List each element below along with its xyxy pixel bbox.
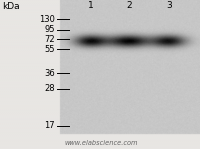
Text: 55: 55 [45, 45, 55, 54]
Text: 1: 1 [88, 1, 94, 10]
Text: 130: 130 [39, 15, 55, 24]
Text: 36: 36 [44, 69, 55, 77]
Text: kDa: kDa [2, 2, 20, 11]
Text: 17: 17 [44, 121, 55, 130]
Text: 28: 28 [44, 84, 55, 93]
Text: 72: 72 [44, 35, 55, 44]
Text: 95: 95 [45, 25, 55, 34]
Text: 3: 3 [166, 1, 172, 10]
Text: www.elabscience.com: www.elabscience.com [64, 140, 138, 146]
Bar [60, 0, 200, 134]
Text: 2: 2 [126, 1, 132, 10]
